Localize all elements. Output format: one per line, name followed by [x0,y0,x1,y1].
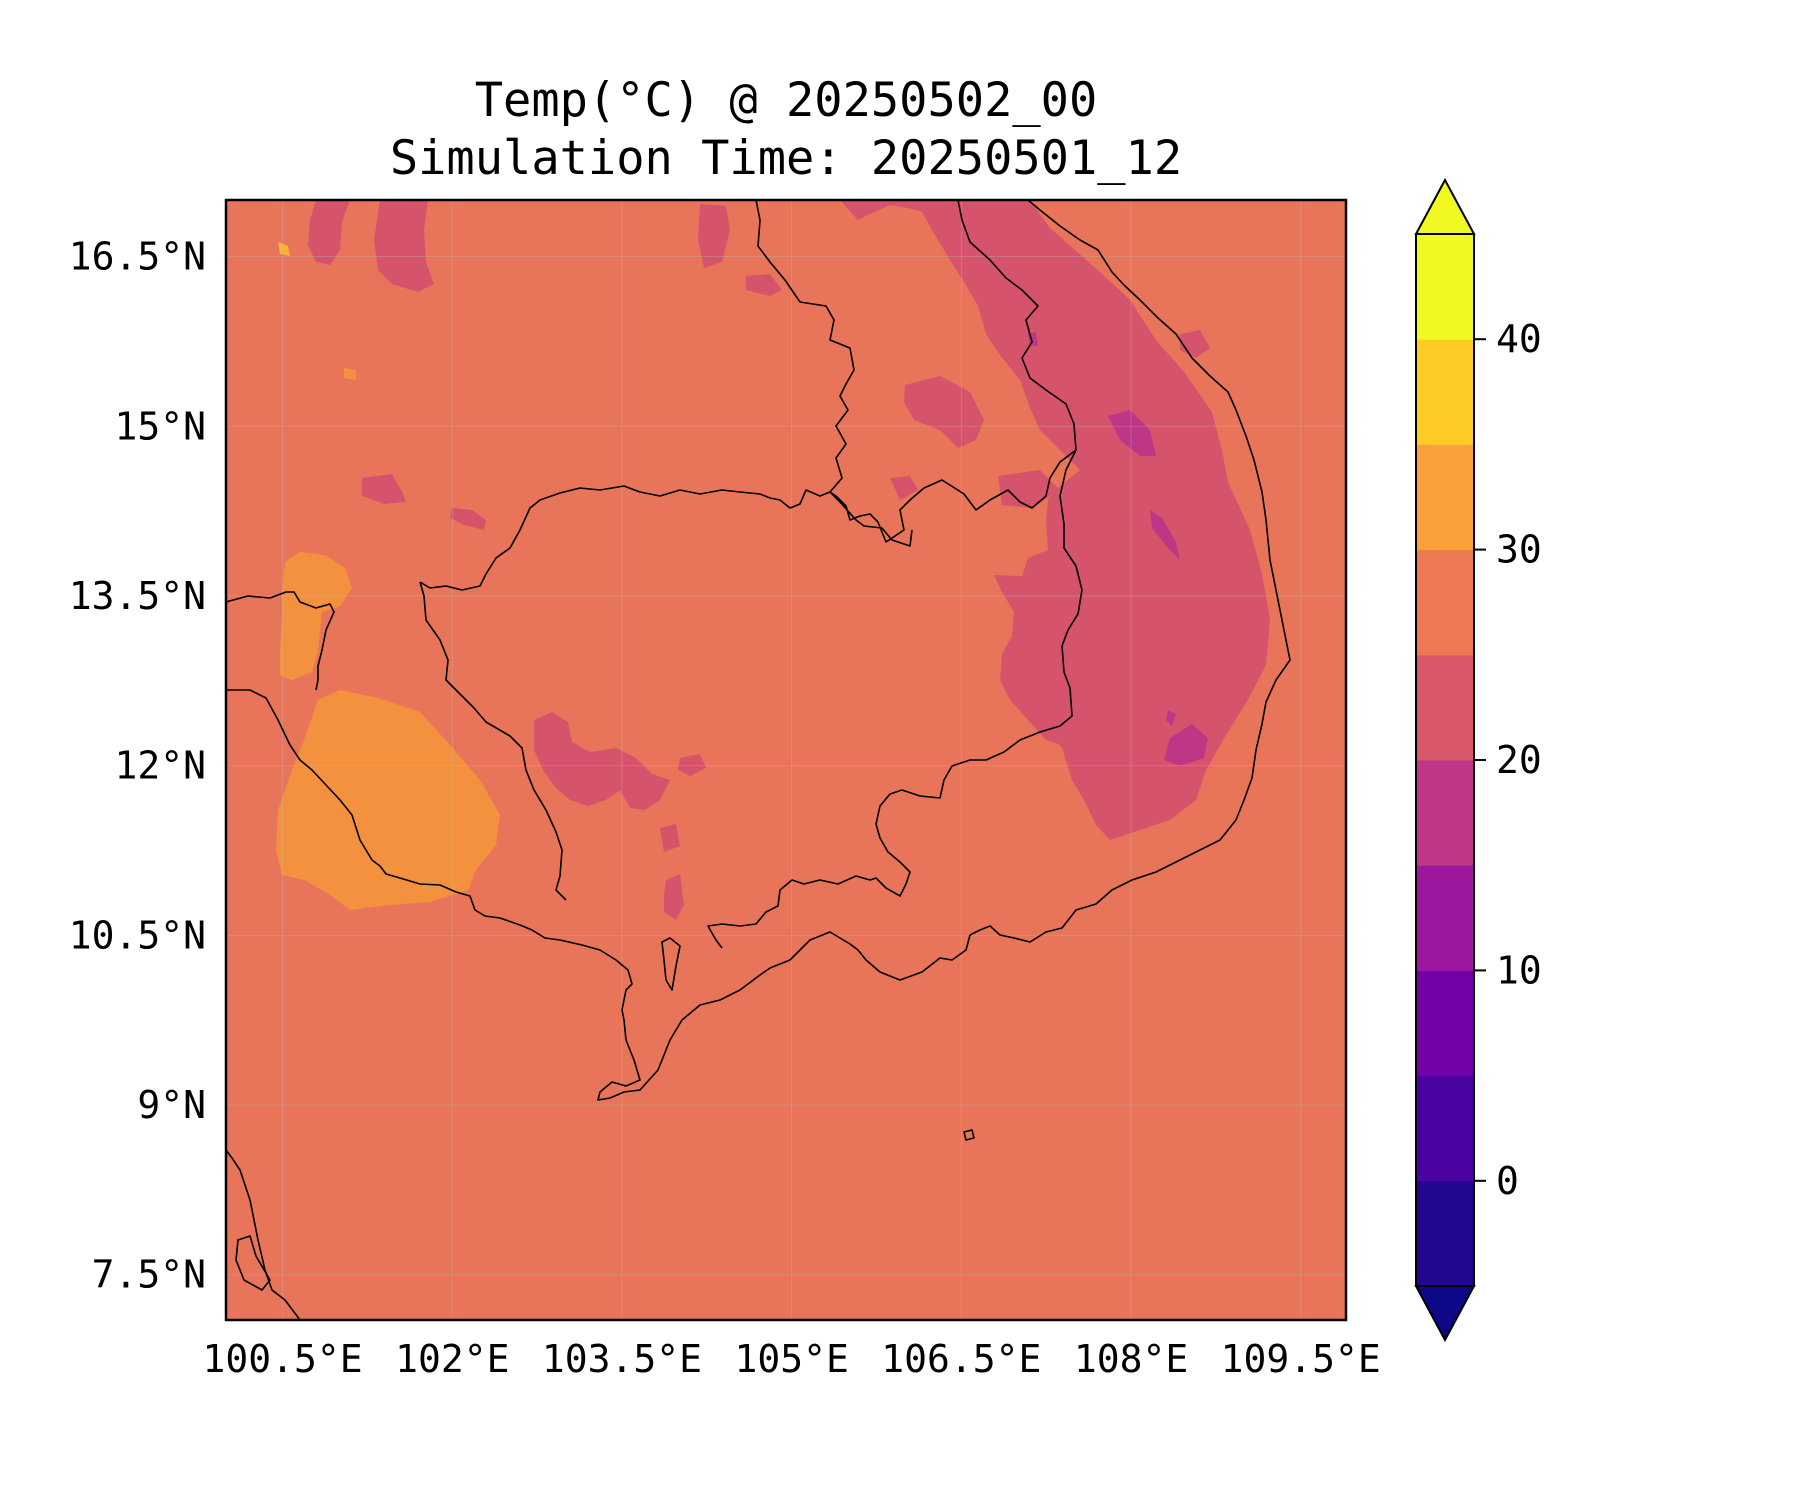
temperature-patch-20-25 [998,470,1060,508]
border-thailand-myanmar [226,591,335,691]
coastline-island-phuquoc [661,937,681,991]
temperature-patch-20-25 [374,200,434,292]
temperature-patch-20-25 [746,274,782,296]
temperature-patch-20-25 [890,476,918,500]
temperature-patch-20-25 [678,754,706,776]
lon-tick-label: 106.5°E [881,1337,1041,1381]
lon-tick-label: 109.5°E [1221,1337,1381,1381]
temperature-patch-15-20 [1108,410,1156,456]
temperature-patch-30-35 [276,690,500,910]
colorbar-tick-label: 0 [1496,1159,1519,1203]
temperature-patch-35-40 [278,242,290,256]
temperature-patch-20-25 [840,200,1270,840]
coastline-vietnam-east [969,200,1291,943]
temperature-patch-20-25 [308,200,350,265]
colorbar-segment [1416,549,1474,656]
temperature-patch-15-20 [1166,710,1176,726]
temperature-patch-15-20 [1150,510,1180,560]
temperature-patch-20-25 [664,874,684,920]
colorbar-tick-label: 20 [1496,738,1542,782]
colorbar-segment [1416,865,1474,971]
lon-tick-label: 102°E [395,1337,509,1381]
lat-tick-label: 10.5°N [69,913,206,957]
colorbar-under-extension [1414,1285,1476,1343]
colorbar-segment [1416,1075,1474,1182]
border-laos-vietnam [829,200,1077,543]
lon-tick-label: 100.5°E [202,1337,362,1381]
border-laos-thailand [419,200,855,591]
lon-tick-label: 105°E [734,1337,848,1381]
temperature-patch-20-25 [534,712,670,810]
colorbar-tick-label: 40 [1496,317,1542,361]
lat-tick-label: 16.5°N [69,235,206,279]
temperature-patch-30-35 [344,368,356,380]
colorbar-segment [1416,970,1474,1077]
map-title-line1: Temp(°C) @ 20250502_00 [475,73,1098,128]
colorbar-over-extension [1414,177,1476,235]
lat-tick-label: 9°N [137,1083,206,1127]
lon-tick-label: 108°E [1074,1337,1188,1381]
colorbar-segment [1416,339,1474,445]
colorbar: 0 10 20 30 40 [1414,177,1542,1343]
temperature-patch-20-25 [362,474,406,504]
coastline-peninsula [226,1149,301,1320]
coastline-island [235,1235,271,1291]
temperature-patch-30-35 [280,552,352,680]
coastline-island [963,1129,975,1141]
temperature-patch-20-25 [1028,690,1118,750]
lat-tick-label: 12°N [114,744,206,788]
lat-tick-label: 13.5°N [69,574,206,618]
temperature-patch-15-20 [1164,724,1208,766]
border-cambodia-vietnam [707,449,1083,949]
coastline-cambodia-thailand [226,689,381,867]
temperature-patch-20-25 [450,508,486,530]
colorbar-tick-label: 10 [1496,948,1542,992]
latitude-axis: 16.5°N 15°N 13.5°N 12°N 10.5°N 9°N 7.5°N [69,235,206,1297]
map-title-line2: Simulation Time: 20250501_12 [390,131,1182,186]
temperature-patch-20-25 [660,824,680,852]
colorbar-segment [1416,444,1474,551]
border-cambodia-thailand [419,581,567,901]
colorbar-segment [1416,234,1474,340]
border-cambodia-laos [829,491,913,547]
lat-tick-label: 7.5°N [92,1253,206,1297]
temperature-patch-20-25 [904,376,984,448]
lat-tick-label: 15°N [114,404,206,448]
longitude-axis: 100.5°E 102°E 103.5°E 105°E 106.5°E 108°E 109.… [202,1337,1380,1381]
colorbar-tick-label: 30 [1496,528,1542,572]
lon-tick-label: 103.5°E [542,1337,702,1381]
map-gridlines [226,200,1346,1320]
colorbar-segment [1416,760,1474,866]
map-frame [224,198,1348,1322]
map-area [226,200,1346,1320]
colorbar-segment [1416,654,1474,761]
temperature-patch-20-25 [698,204,730,268]
coastline-mekong-delta [379,865,971,1101]
colorbar-segment [1416,1180,1474,1287]
